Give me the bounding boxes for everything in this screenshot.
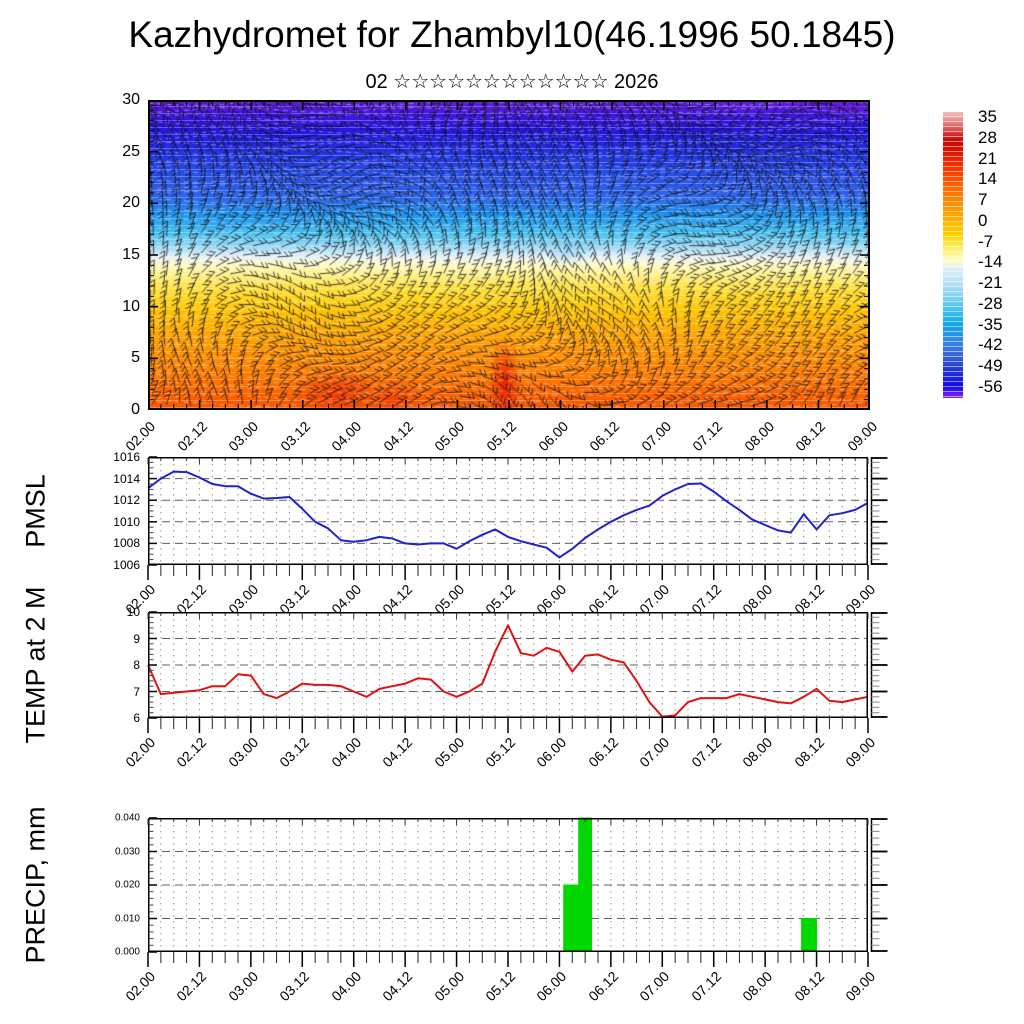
temperature-colorbar: [943, 112, 963, 398]
y-tick-label: 7: [133, 684, 140, 699]
panel-frame: [147, 456, 869, 580]
colorbar-tick-label: -14: [978, 252, 1003, 272]
cross-y-tick-label: 30: [122, 91, 140, 108]
gridlines: [149, 613, 867, 717]
data-series: [147, 624, 869, 718]
colorbar-tick-label: 14: [978, 169, 997, 189]
colorbar-tick-label: 0: [978, 210, 988, 230]
precip-bar: [801, 918, 818, 952]
series-line: [147, 470, 869, 559]
y-tick-label: 1014: [113, 471, 140, 486]
colorbar-tick-label: 35: [978, 107, 997, 126]
colorbar-tick-label: -21: [978, 273, 1003, 293]
y-tick-label: 0.030: [114, 846, 140, 857]
temp-axis-title: TEMP at 2 M: [20, 586, 51, 744]
y-tick-label: 0.000: [114, 946, 140, 958]
panel-frame: [147, 611, 869, 733]
colorbar-band-stripes: [943, 112, 963, 398]
cross-section-panel: [148, 100, 870, 410]
colorbar-tick-label: -28: [978, 293, 1003, 313]
panel-frame: [147, 817, 869, 967]
panel-temp-at-2-m: [147, 611, 888, 733]
pmsl-axis-title: PMSL: [20, 474, 51, 548]
right-axis-ruler: [870, 457, 888, 565]
precip-bar: [578, 817, 593, 952]
right-axis-ruler: [870, 612, 888, 718]
cross-y-tick-label: 20: [122, 194, 140, 212]
y-tick-label: 10: [126, 605, 140, 619]
y-tick-label: 1010: [113, 514, 140, 529]
y-tick-label: 9: [133, 631, 140, 646]
precip-axis-title: PRECIP, mm: [20, 806, 51, 964]
data-series: [147, 470, 869, 559]
cross-section-axes: [148, 100, 870, 410]
colorbar-tick-label: -35: [978, 314, 1003, 334]
cross-y-tick-label: 25: [122, 142, 140, 160]
cross-y-tick-label: 0: [131, 401, 140, 418]
y-tick-label: 0.010: [114, 913, 140, 924]
y-tick-label: 1012: [113, 493, 140, 508]
y-tick-label: 8: [133, 658, 140, 672]
precip-bar: [563, 884, 580, 952]
panel-pmsl: [147, 456, 888, 580]
gridlines: [149, 458, 867, 564]
y-tick-label: 6: [133, 711, 140, 725]
panel-precip-mm: [147, 817, 888, 967]
colorbar-tick-label: 21: [978, 148, 997, 168]
page-subtitle: 02 ☆☆☆☆☆☆☆☆☆☆☆☆ 2026: [365, 71, 659, 93]
colorbar-tick-label: 7: [978, 190, 988, 210]
y-tick-label: 1016: [113, 450, 140, 464]
colorbar-tick-label: -7: [978, 231, 994, 251]
y-tick-label: 1008: [113, 536, 140, 551]
series-line: [147, 624, 869, 718]
cross-y-tick-label: 15: [122, 246, 140, 263]
gridlines: [149, 819, 867, 951]
right-axis-ruler: [870, 818, 888, 952]
wind-barbs-layer: [148, 100, 870, 410]
cross-y-tick-label: 5: [131, 349, 140, 367]
colorbar-tick-label: -49: [978, 356, 1003, 376]
y-tick-label: 0.020: [114, 879, 140, 891]
cross-section-frame: [148, 100, 870, 410]
cross-y-tick-label: 10: [122, 297, 140, 315]
colorbar-tick-label: 28: [978, 127, 997, 147]
colorbar-tick-label: -56: [978, 377, 1003, 396]
colorbar-tick-label: -42: [978, 335, 1003, 355]
y-tick-label: 1006: [113, 558, 140, 572]
page-title: Kazhydromet for Zhambyl10(46.1996 50.184…: [128, 14, 896, 55]
y-tick-label: 0.040: [114, 812, 140, 824]
